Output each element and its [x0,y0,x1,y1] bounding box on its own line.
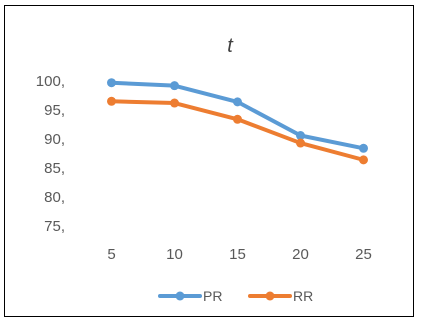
chart-title: t [227,35,234,57]
data-point-pr [233,97,242,107]
y-axis-ticks: 75, 80, 85, 90, 95, 100, [36,73,65,235]
line-chart: t 75, 80, 85, 90, 95, 100, 5 10 15 20 25 PR RR [36,35,372,304]
data-point-pr [296,131,305,141]
x-tick-label: 15 [229,246,246,263]
y-tick-label: 80, [44,189,65,206]
data-point-rr [359,155,368,165]
y-tick-label: 95, [44,102,65,119]
data-point-rr [170,98,179,108]
data-point-pr [359,143,368,153]
series-layer [107,78,368,165]
y-tick-label: 90, [44,131,65,148]
legend-label-rr: RR [293,288,313,304]
legend-label-pr: PR [203,288,222,304]
chart-frame: t 75, 80, 85, 90, 95, 100, 5 10 15 20 25 PR RR [4,5,414,317]
y-tick-label: 100, [36,73,65,90]
data-point-pr [107,78,116,88]
legend-marker-rr [265,291,275,301]
x-tick-label: 25 [355,246,372,263]
legend-marker-pr [175,291,185,301]
x-tick-label: 5 [107,246,115,263]
y-tick-label: 85, [44,160,65,177]
data-point-rr [296,138,305,148]
data-point-rr [233,114,242,124]
x-axis-ticks: 5 10 15 20 25 [107,246,372,263]
series-line-rr [109,99,366,162]
x-tick-label: 20 [292,246,309,263]
y-tick-label: 75, [44,218,65,235]
data-point-pr [170,81,179,91]
legend: PR RR [158,288,313,304]
data-point-rr [107,96,116,106]
x-tick-label: 10 [166,246,183,263]
